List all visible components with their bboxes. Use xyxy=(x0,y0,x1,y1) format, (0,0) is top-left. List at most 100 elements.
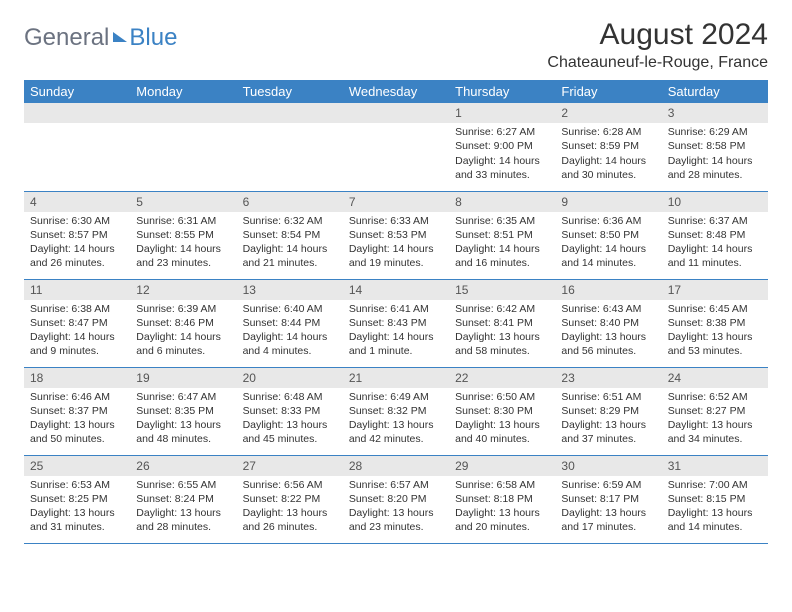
day-details: Sunrise: 6:49 AMSunset: 8:32 PMDaylight:… xyxy=(343,388,449,451)
calendar-cell xyxy=(130,103,236,191)
calendar-cell: 8Sunrise: 6:35 AMSunset: 8:51 PMDaylight… xyxy=(449,191,555,279)
weekday-tuesday: Tuesday xyxy=(237,80,343,103)
calendar-cell: 20Sunrise: 6:48 AMSunset: 8:33 PMDayligh… xyxy=(237,367,343,455)
calendar-cell: 5Sunrise: 6:31 AMSunset: 8:55 PMDaylight… xyxy=(130,191,236,279)
calendar-cell xyxy=(24,103,130,191)
day-number: 19 xyxy=(130,368,236,388)
day-details: Sunrise: 6:51 AMSunset: 8:29 PMDaylight:… xyxy=(555,388,661,451)
day-number: 25 xyxy=(24,456,130,476)
calendar-table: Sunday Monday Tuesday Wednesday Thursday… xyxy=(24,80,768,544)
day-details: Sunrise: 6:48 AMSunset: 8:33 PMDaylight:… xyxy=(237,388,343,451)
calendar-cell: 9Sunrise: 6:36 AMSunset: 8:50 PMDaylight… xyxy=(555,191,661,279)
weekday-wednesday: Wednesday xyxy=(343,80,449,103)
calendar-cell: 28Sunrise: 6:57 AMSunset: 8:20 PMDayligh… xyxy=(343,455,449,543)
day-details: Sunrise: 6:40 AMSunset: 8:44 PMDaylight:… xyxy=(237,300,343,363)
day-details: Sunrise: 6:37 AMSunset: 8:48 PMDaylight:… xyxy=(662,212,768,275)
calendar-cell: 15Sunrise: 6:42 AMSunset: 8:41 PMDayligh… xyxy=(449,279,555,367)
day-details: Sunrise: 6:46 AMSunset: 8:37 PMDaylight:… xyxy=(24,388,130,451)
calendar-row: 18Sunrise: 6:46 AMSunset: 8:37 PMDayligh… xyxy=(24,367,768,455)
day-number: 27 xyxy=(237,456,343,476)
calendar-cell: 1Sunrise: 6:27 AMSunset: 9:00 PMDaylight… xyxy=(449,103,555,191)
calendar-row: 4Sunrise: 6:30 AMSunset: 8:57 PMDaylight… xyxy=(24,191,768,279)
day-details: Sunrise: 6:55 AMSunset: 8:24 PMDaylight:… xyxy=(130,476,236,539)
day-number: 13 xyxy=(237,280,343,300)
weekday-monday: Monday xyxy=(130,80,236,103)
calendar-cell: 4Sunrise: 6:30 AMSunset: 8:57 PMDaylight… xyxy=(24,191,130,279)
day-details: Sunrise: 6:56 AMSunset: 8:22 PMDaylight:… xyxy=(237,476,343,539)
day-details: Sunrise: 6:52 AMSunset: 8:27 PMDaylight:… xyxy=(662,388,768,451)
day-details: Sunrise: 6:31 AMSunset: 8:55 PMDaylight:… xyxy=(130,212,236,275)
day-details: Sunrise: 6:57 AMSunset: 8:20 PMDaylight:… xyxy=(343,476,449,539)
day-number: 9 xyxy=(555,192,661,212)
calendar-cell: 21Sunrise: 6:49 AMSunset: 8:32 PMDayligh… xyxy=(343,367,449,455)
calendar-cell: 26Sunrise: 6:55 AMSunset: 8:24 PMDayligh… xyxy=(130,455,236,543)
day-details: Sunrise: 6:35 AMSunset: 8:51 PMDaylight:… xyxy=(449,212,555,275)
day-number: 31 xyxy=(662,456,768,476)
calendar-cell: 23Sunrise: 6:51 AMSunset: 8:29 PMDayligh… xyxy=(555,367,661,455)
day-details: Sunrise: 6:38 AMSunset: 8:47 PMDaylight:… xyxy=(24,300,130,363)
day-details: Sunrise: 6:32 AMSunset: 8:54 PMDaylight:… xyxy=(237,212,343,275)
day-number: 11 xyxy=(24,280,130,300)
calendar-row: 25Sunrise: 6:53 AMSunset: 8:25 PMDayligh… xyxy=(24,455,768,543)
calendar-cell: 13Sunrise: 6:40 AMSunset: 8:44 PMDayligh… xyxy=(237,279,343,367)
day-number: 6 xyxy=(237,192,343,212)
day-details: Sunrise: 6:33 AMSunset: 8:53 PMDaylight:… xyxy=(343,212,449,275)
calendar-row: 11Sunrise: 6:38 AMSunset: 8:47 PMDayligh… xyxy=(24,279,768,367)
weekday-thursday: Thursday xyxy=(449,80,555,103)
calendar-cell: 16Sunrise: 6:43 AMSunset: 8:40 PMDayligh… xyxy=(555,279,661,367)
day-number: 10 xyxy=(662,192,768,212)
day-details: Sunrise: 6:50 AMSunset: 8:30 PMDaylight:… xyxy=(449,388,555,451)
weekday-friday: Friday xyxy=(555,80,661,103)
weekday-sunday: Sunday xyxy=(24,80,130,103)
calendar-cell xyxy=(237,103,343,191)
day-details: Sunrise: 6:43 AMSunset: 8:40 PMDaylight:… xyxy=(555,300,661,363)
day-number: 5 xyxy=(130,192,236,212)
day-number: 30 xyxy=(555,456,661,476)
day-number: 14 xyxy=(343,280,449,300)
calendar-cell: 14Sunrise: 6:41 AMSunset: 8:43 PMDayligh… xyxy=(343,279,449,367)
header: General Blue August 2024 Chateauneuf-le-… xyxy=(24,18,768,72)
day-number xyxy=(130,103,236,123)
day-details: Sunrise: 6:30 AMSunset: 8:57 PMDaylight:… xyxy=(24,212,130,275)
calendar-cell: 22Sunrise: 6:50 AMSunset: 8:30 PMDayligh… xyxy=(449,367,555,455)
day-number: 18 xyxy=(24,368,130,388)
calendar-cell: 27Sunrise: 6:56 AMSunset: 8:22 PMDayligh… xyxy=(237,455,343,543)
logo-text-general: General xyxy=(24,24,109,52)
day-number: 7 xyxy=(343,192,449,212)
calendar-cell: 25Sunrise: 6:53 AMSunset: 8:25 PMDayligh… xyxy=(24,455,130,543)
calendar-cell: 3Sunrise: 6:29 AMSunset: 8:58 PMDaylight… xyxy=(662,103,768,191)
day-number: 4 xyxy=(24,192,130,212)
day-number: 16 xyxy=(555,280,661,300)
day-details: Sunrise: 6:59 AMSunset: 8:17 PMDaylight:… xyxy=(555,476,661,539)
logo-icon xyxy=(113,32,127,42)
day-number: 24 xyxy=(662,368,768,388)
day-details: Sunrise: 6:41 AMSunset: 8:43 PMDaylight:… xyxy=(343,300,449,363)
day-number: 26 xyxy=(130,456,236,476)
calendar-cell xyxy=(343,103,449,191)
day-details xyxy=(24,123,130,129)
day-details: Sunrise: 6:28 AMSunset: 8:59 PMDaylight:… xyxy=(555,123,661,186)
location: Chateauneuf-le-Rouge, France xyxy=(547,54,768,72)
day-number: 21 xyxy=(343,368,449,388)
day-details: Sunrise: 6:58 AMSunset: 8:18 PMDaylight:… xyxy=(449,476,555,539)
day-details: Sunrise: 6:53 AMSunset: 8:25 PMDaylight:… xyxy=(24,476,130,539)
calendar-cell: 12Sunrise: 6:39 AMSunset: 8:46 PMDayligh… xyxy=(130,279,236,367)
calendar-cell: 7Sunrise: 6:33 AMSunset: 8:53 PMDaylight… xyxy=(343,191,449,279)
weekday-header-row: Sunday Monday Tuesday Wednesday Thursday… xyxy=(24,80,768,103)
day-number: 28 xyxy=(343,456,449,476)
day-details xyxy=(130,123,236,129)
month-title: August 2024 xyxy=(547,18,768,52)
day-details: Sunrise: 7:00 AMSunset: 8:15 PMDaylight:… xyxy=(662,476,768,539)
day-details: Sunrise: 6:29 AMSunset: 8:58 PMDaylight:… xyxy=(662,123,768,186)
day-number: 8 xyxy=(449,192,555,212)
day-number: 17 xyxy=(662,280,768,300)
day-details: Sunrise: 6:39 AMSunset: 8:46 PMDaylight:… xyxy=(130,300,236,363)
logo-text-blue: Blue xyxy=(129,24,177,52)
calendar-cell: 17Sunrise: 6:45 AMSunset: 8:38 PMDayligh… xyxy=(662,279,768,367)
calendar-cell: 31Sunrise: 7:00 AMSunset: 8:15 PMDayligh… xyxy=(662,455,768,543)
day-details: Sunrise: 6:47 AMSunset: 8:35 PMDaylight:… xyxy=(130,388,236,451)
day-number: 3 xyxy=(662,103,768,123)
day-number xyxy=(237,103,343,123)
calendar-cell: 30Sunrise: 6:59 AMSunset: 8:17 PMDayligh… xyxy=(555,455,661,543)
day-number xyxy=(24,103,130,123)
